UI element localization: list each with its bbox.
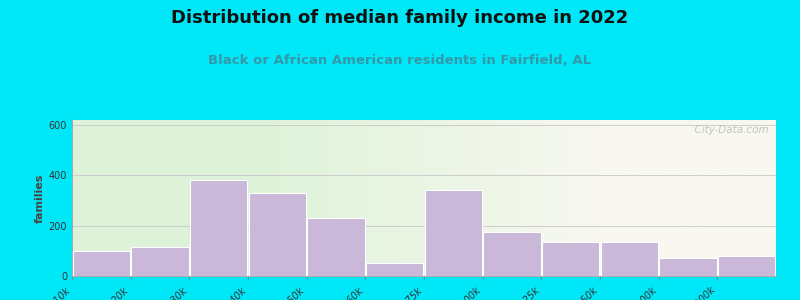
Text: Black or African American residents in Fairfield, AL: Black or African American residents in F… (209, 54, 591, 67)
Bar (542, 242, 599, 276)
Bar (190, 180, 247, 276)
Text: Distribution of median family income in 2022: Distribution of median family income in … (171, 9, 629, 27)
Bar (425, 190, 482, 276)
Bar (483, 232, 541, 276)
Text: City-Data.com: City-Data.com (688, 125, 769, 135)
Bar (131, 247, 189, 276)
Bar (366, 263, 423, 276)
Bar (249, 193, 306, 276)
Bar (659, 258, 717, 276)
Bar (307, 218, 365, 276)
Bar (718, 256, 775, 276)
Y-axis label: families: families (34, 173, 45, 223)
Bar (73, 251, 130, 276)
Bar (601, 242, 658, 276)
